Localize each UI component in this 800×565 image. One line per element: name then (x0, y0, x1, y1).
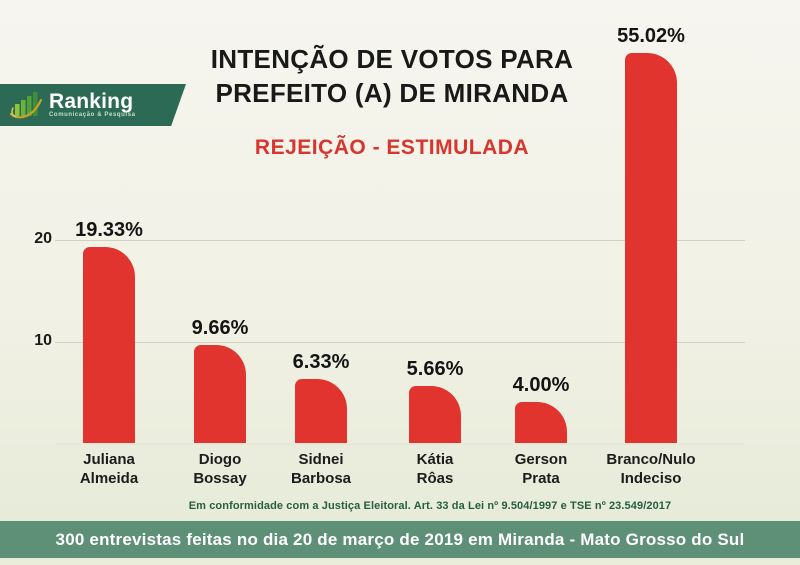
footer-bar: 300 entrevistas feitas no dia 20 de març… (0, 521, 800, 558)
bar-category-label: Sidnei Barbosa (251, 450, 391, 488)
y-tick-label-20: 20 (34, 230, 52, 247)
grid-line-20 (55, 240, 745, 241)
bar-chart: 10 20 19.33% Juliana Almeida 9.66% Diogo Bossay… (34, 25, 745, 488)
bar-value-label: 5.66% (406, 358, 464, 380)
bar-category-line: Almeida (79, 470, 139, 487)
bar-value-label: 9.66% (191, 317, 249, 339)
chart-title: INTENÇÃO DE VOTOS PARA PREFEITO (A) DE M… (177, 42, 607, 110)
bar-category-label: Kátia Rôas (365, 450, 505, 488)
bar-value-label: 55.02% (617, 25, 685, 47)
bar-category-label: Branco/Nulo Indeciso (581, 450, 721, 488)
bar-1 (83, 247, 135, 443)
chart-title-line2: PREFEITO (A) DE MIRANDA (215, 78, 569, 108)
bar-value-label: 19.33% (75, 219, 143, 241)
bar-category-line: Prata (522, 470, 560, 487)
bar-category-line: Kátia (416, 451, 454, 468)
bar-2 (194, 345, 246, 443)
bar-value-label: 4.00% (512, 374, 570, 396)
bar-4 (409, 386, 461, 443)
brand-name: Ranking (49, 89, 134, 113)
brand-tagline: Comunicação & Pesquisa (49, 111, 136, 118)
bar-category-label: Gerson Prata (471, 450, 611, 488)
bar-value-label: 6.33% (292, 351, 350, 373)
bar-category-line: Sidnei (298, 451, 344, 468)
bar-category-line: Diogo (198, 451, 242, 468)
legal-footnote: Em conformidade com a Justiça Eleitoral.… (188, 500, 672, 512)
chart-subtitle: REJEIÇÃO - ESTIMULADA (254, 136, 530, 159)
bar-category-line: Rôas (416, 470, 454, 487)
bar-category-line: Branco/Nulo (606, 451, 696, 468)
bar-category-line: Juliana (83, 451, 135, 468)
brand-text: Ranking Comunicação & Pesquisa (49, 89, 136, 119)
bar-category-label: Juliana Almeida (39, 450, 179, 488)
bar-6 (625, 53, 677, 443)
footer-text: 300 entrevistas feitas no dia 20 de març… (55, 529, 745, 549)
y-tick-label-10: 10 (34, 332, 52, 349)
bar-5 (515, 402, 567, 443)
x-axis-baseline (55, 443, 745, 445)
ranking-logo-icon (10, 92, 43, 119)
chart-title-line1: INTENÇÃO DE VOTOS PARA (210, 44, 574, 74)
bar-category-line: Barbosa (290, 470, 352, 487)
bar-category-label: Diogo Bossay (150, 450, 290, 488)
bar-category-line: Indeciso (620, 470, 682, 487)
grid-line-10 (55, 342, 745, 343)
bar-category-line: Bossay (193, 470, 247, 487)
brand-banner: Ranking Comunicação & Pesquisa (0, 84, 186, 126)
bar-3 (295, 379, 347, 443)
bar-category-line: Gerson (514, 451, 568, 468)
